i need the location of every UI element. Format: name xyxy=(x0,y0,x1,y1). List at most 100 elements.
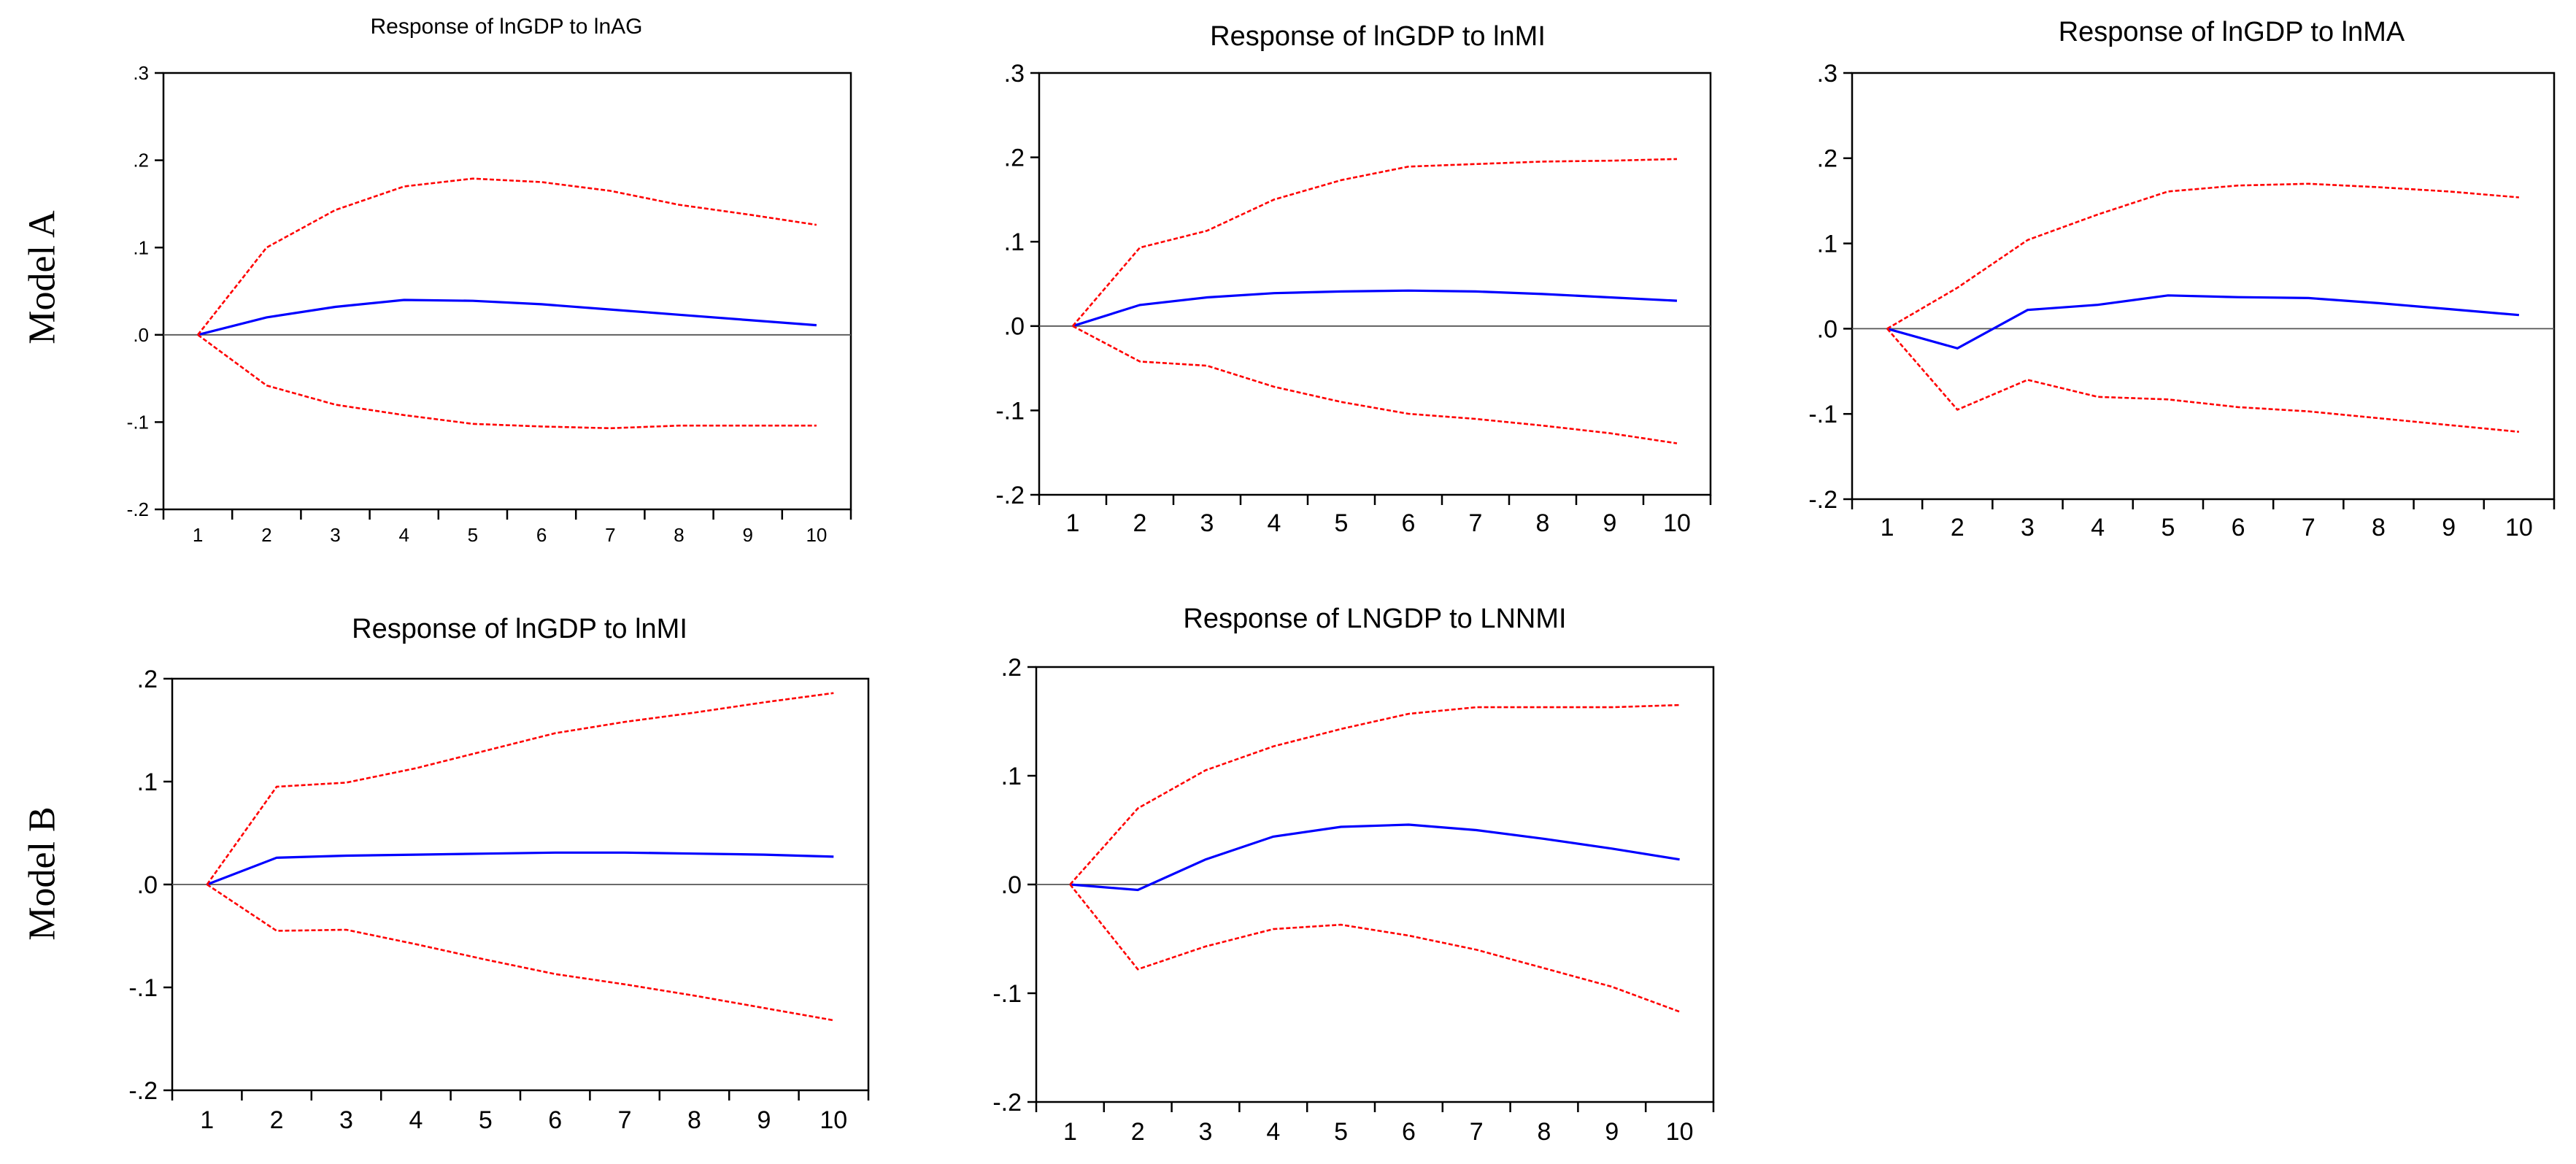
chart-title: Response of LNGDP to LNNMI xyxy=(1183,604,1566,634)
x-tick-label: 1 xyxy=(193,524,203,546)
y-tick-label: -.2 xyxy=(995,482,1025,509)
y-tick-label: -.1 xyxy=(1808,401,1837,428)
y-tick-label: .0 xyxy=(133,324,149,346)
x-tick-label: 8 xyxy=(2372,514,2386,541)
y-tick-label: .1 xyxy=(1001,763,1022,790)
x-tick-label: 2 xyxy=(1951,514,1964,541)
x-tick-label: 6 xyxy=(548,1106,562,1134)
upper-band-line xyxy=(1072,158,1678,327)
x-tick-label: 4 xyxy=(409,1106,423,1134)
y-tick-label: .3 xyxy=(1817,60,1837,88)
y-tick-label: .2 xyxy=(1004,144,1025,172)
x-tick-label: 1 xyxy=(1066,509,1080,537)
x-tick-label: 10 xyxy=(1663,509,1691,537)
x-tick-label: 3 xyxy=(339,1106,353,1134)
upper-band-line xyxy=(1069,704,1680,885)
y-tick-label: .1 xyxy=(133,236,149,258)
x-tick-label: 3 xyxy=(2021,514,2035,541)
y-tick-label: .1 xyxy=(1004,228,1025,256)
x-tick-label: 4 xyxy=(2091,514,2105,541)
x-tick-label: 5 xyxy=(2161,514,2175,541)
lower-band-line xyxy=(197,334,817,430)
x-tick-label: 7 xyxy=(1469,509,1483,537)
x-tick-label: 1 xyxy=(1063,1118,1077,1146)
lower-band-line xyxy=(1069,884,1681,1013)
upper-band-line xyxy=(206,692,834,885)
y-tick-label: .0 xyxy=(1817,315,1837,343)
x-tick-label: 2 xyxy=(1131,1118,1145,1146)
x-tick-label: 3 xyxy=(330,524,340,546)
y-tick-label: .3 xyxy=(133,62,149,84)
y-tick-label: -.2 xyxy=(128,1077,158,1105)
y-tick-label: .2 xyxy=(137,666,158,693)
lower-band-line xyxy=(1886,328,2520,433)
y-tick-label: .2 xyxy=(1817,145,1837,173)
upper-band-line xyxy=(197,177,817,336)
y-tick-label: -.2 xyxy=(992,1089,1022,1117)
x-tick-label: 5 xyxy=(479,1106,493,1134)
y-tick-label: -.2 xyxy=(127,498,149,520)
x-tick-label: 3 xyxy=(1199,1118,1213,1146)
lower-band-line xyxy=(206,883,834,1022)
lower-band-line xyxy=(1072,325,1678,444)
y-tick-label: -.1 xyxy=(128,974,158,1002)
x-tick-label: 9 xyxy=(757,1106,771,1134)
x-tick-label: 4 xyxy=(398,524,409,546)
response-line xyxy=(1070,823,1680,892)
x-tick-label: 5 xyxy=(1335,509,1349,537)
x-tick-label: 4 xyxy=(1268,509,1281,537)
y-tick-label: -.2 xyxy=(1808,486,1837,514)
x-tick-label: 1 xyxy=(1881,514,1894,541)
chart-title: Response of lnGDP to lnMA xyxy=(2059,17,2405,47)
y-tick-label: .3 xyxy=(1004,60,1025,88)
chart-title: Response of lnGDP to lnMI xyxy=(1210,21,1546,52)
y-tick-label: .1 xyxy=(137,768,158,796)
x-tick-label: 10 xyxy=(1666,1118,1694,1146)
x-tick-label: 9 xyxy=(2442,514,2456,541)
x-tick-label: 6 xyxy=(2232,514,2245,541)
x-tick-label: 3 xyxy=(1200,509,1214,537)
x-tick-label: 4 xyxy=(1266,1118,1280,1146)
y-tick-label: .0 xyxy=(1004,313,1025,341)
y-tick-label: -.1 xyxy=(127,412,149,433)
x-tick-label: 2 xyxy=(1133,509,1147,537)
x-tick-label: 10 xyxy=(2505,514,2533,541)
x-tick-label: 5 xyxy=(1334,1118,1348,1146)
x-tick-label: 2 xyxy=(261,524,271,546)
x-tick-label: 7 xyxy=(618,1106,632,1134)
y-tick-label: .2 xyxy=(133,150,149,171)
x-tick-label: 6 xyxy=(1402,509,1416,537)
y-tick-label: .1 xyxy=(1817,231,1837,258)
x-tick-label: 8 xyxy=(687,1106,701,1134)
x-tick-label: 2 xyxy=(270,1106,284,1134)
x-tick-label: 9 xyxy=(742,524,752,546)
y-tick-label: .0 xyxy=(137,871,158,899)
x-tick-label: 7 xyxy=(2302,514,2315,541)
x-tick-label: 8 xyxy=(674,524,684,546)
y-tick-label: .2 xyxy=(1001,654,1022,682)
x-tick-label: 9 xyxy=(1603,509,1617,537)
upper-band-line xyxy=(1886,182,2520,330)
x-tick-label: 10 xyxy=(820,1106,847,1134)
x-tick-label: 8 xyxy=(1536,509,1550,537)
chart-title: Response of lnGDP to lnMI xyxy=(352,614,687,644)
y-tick-label: .0 xyxy=(1001,871,1022,899)
x-tick-label: 6 xyxy=(1402,1118,1416,1146)
x-tick-label: 5 xyxy=(468,524,478,546)
x-tick-label: 7 xyxy=(1470,1118,1484,1146)
x-tick-label: 10 xyxy=(806,524,827,546)
response-line xyxy=(1886,294,2520,350)
x-tick-label: 1 xyxy=(200,1106,214,1134)
response-line xyxy=(207,851,834,886)
response-line xyxy=(197,298,817,336)
y-tick-label: -.1 xyxy=(992,980,1022,1008)
chart-title: Response of lnGDP to lnAG xyxy=(371,15,643,39)
response-line xyxy=(1072,289,1678,328)
x-tick-label: 6 xyxy=(536,524,547,546)
x-tick-label: 7 xyxy=(605,524,615,546)
